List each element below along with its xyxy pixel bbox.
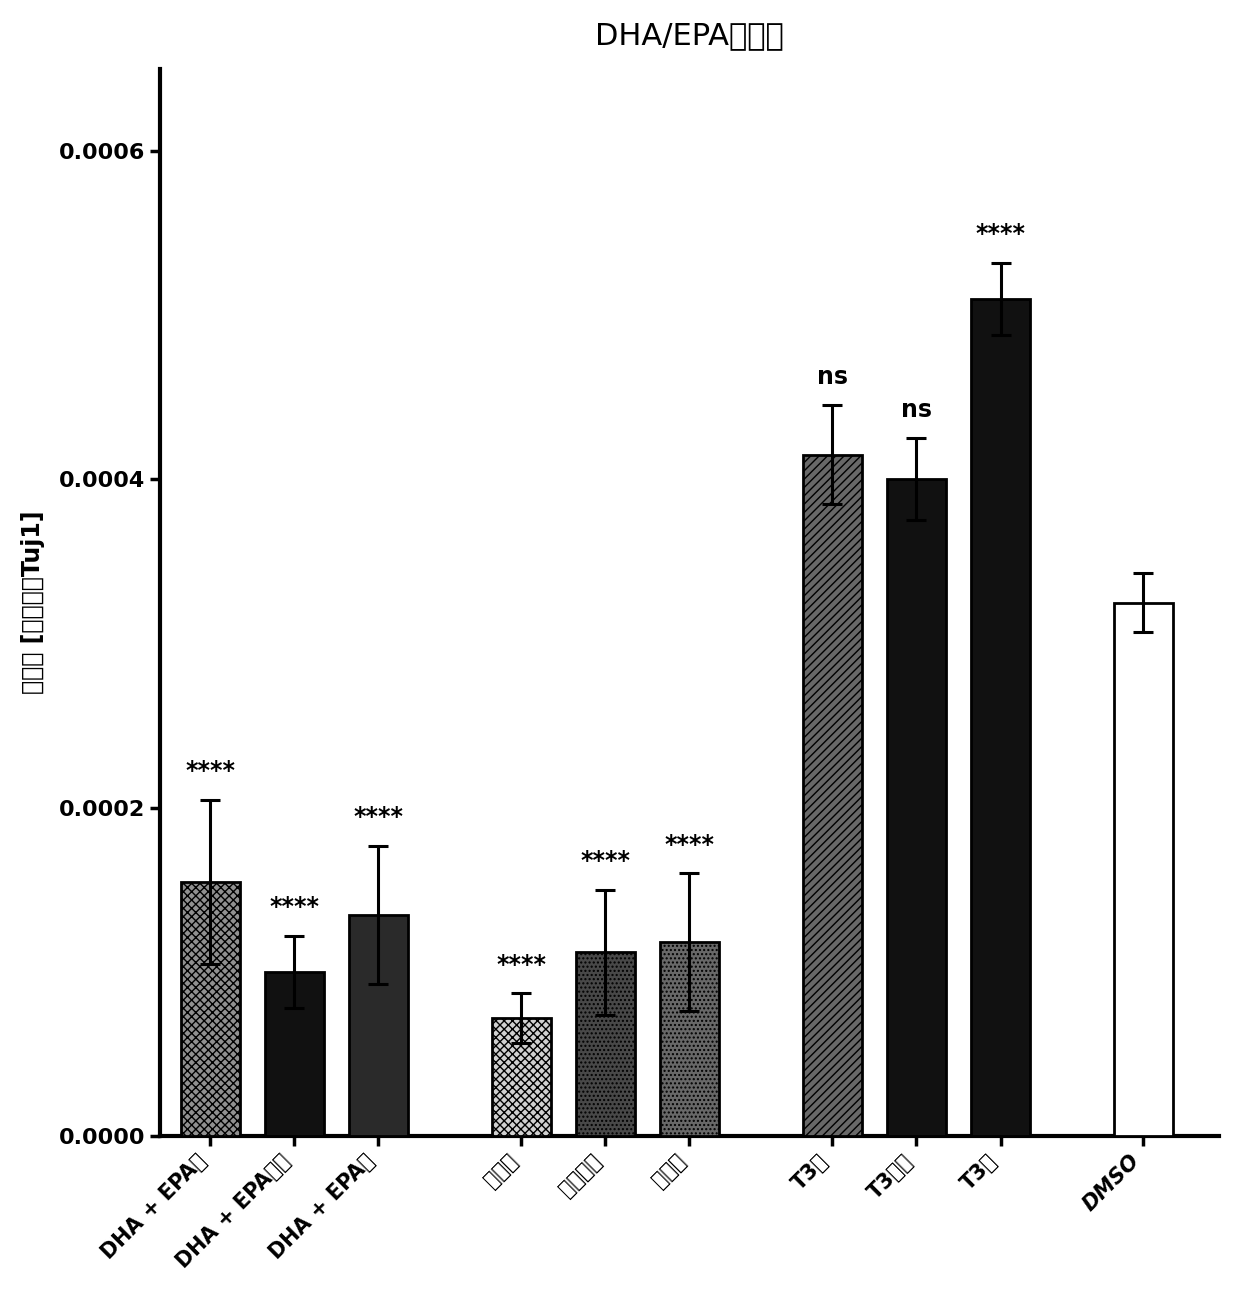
Bar [971, 299, 1030, 1137]
Text: ****: **** [665, 833, 714, 857]
Bar [804, 455, 862, 1137]
Text: ****: **** [496, 953, 547, 978]
Text: ****: **** [269, 896, 320, 919]
Title: DHA/EPA和胆碱: DHA/EPA和胆碱 [595, 21, 784, 50]
Bar [265, 972, 324, 1137]
Y-axis label: 突触点 [归一化为Tuj1]: 突触点 [归一化为Tuj1] [21, 511, 45, 694]
Text: ****: **** [185, 759, 236, 784]
Bar [1114, 603, 1173, 1137]
Bar [887, 480, 946, 1137]
Text: ns: ns [817, 365, 848, 389]
Bar [577, 953, 635, 1137]
Bar [181, 882, 239, 1137]
Bar [348, 914, 408, 1137]
Text: ns: ns [901, 398, 932, 422]
Text: ****: **** [353, 806, 403, 829]
Bar [660, 943, 719, 1137]
Bar [492, 1018, 551, 1137]
Text: ****: **** [580, 850, 630, 874]
Text: ****: **** [976, 222, 1025, 246]
